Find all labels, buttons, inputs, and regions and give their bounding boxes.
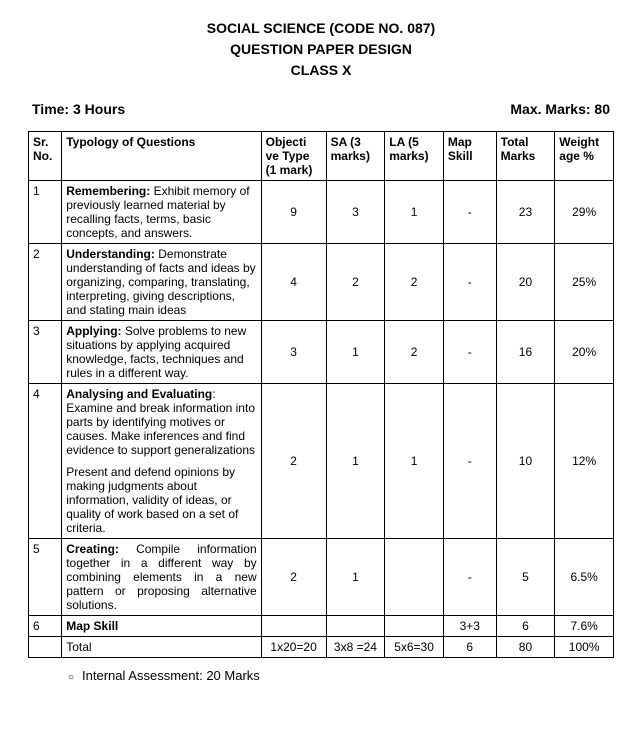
cell-tot: 80 (496, 637, 555, 658)
header-total: Total Marks (496, 132, 555, 181)
cell-la: 5x6=30 (385, 637, 444, 658)
cell-wt: 100% (555, 637, 614, 658)
cell-la (385, 539, 444, 616)
title-line-1: SOCIAL SCIENCE (CODE NO. 087) (28, 18, 614, 39)
cell-wt: 7.6% (555, 616, 614, 637)
cell-map: - (443, 244, 496, 321)
typology-bold: Remembering: (66, 184, 150, 198)
cell-sa (326, 616, 385, 637)
cell-sa: 3x8 =24 (326, 637, 385, 658)
footer-line: ○ Internal Assessment: 20 Marks (68, 668, 614, 683)
cell-sa: 1 (326, 321, 385, 384)
title-block: SOCIAL SCIENCE (CODE NO. 087) QUESTION P… (28, 18, 614, 81)
question-design-table: Sr. No. Typology of Questions Objecti ve… (28, 131, 614, 658)
header-sa: SA (3 marks) (326, 132, 385, 181)
cell-la (385, 616, 444, 637)
cell-la: 2 (385, 321, 444, 384)
cell-wt: 6.5% (555, 539, 614, 616)
cell-tot: 10 (496, 384, 555, 539)
table-header-row: Sr. No. Typology of Questions Objecti ve… (29, 132, 614, 181)
typology-bold: Map Skill (66, 619, 118, 633)
cell-sr: 5 (29, 539, 62, 616)
cell-tot: 6 (496, 616, 555, 637)
header-typology: Typology of Questions (62, 132, 261, 181)
cell-la: 1 (385, 181, 444, 244)
cell-tot: 5 (496, 539, 555, 616)
table-row: 2Understanding: Demonstrate understandin… (29, 244, 614, 321)
footer-text: Internal Assessment: 20 Marks (82, 668, 260, 683)
table-row: 6Map Skill3+367.6% (29, 616, 614, 637)
title-line-3: CLASS X (28, 60, 614, 81)
cell-map: - (443, 181, 496, 244)
cell-wt: 20% (555, 321, 614, 384)
title-line-2: QUESTION PAPER DESIGN (28, 39, 614, 60)
typology-bold: Applying: (66, 324, 121, 338)
time-label: Time: 3 Hours (32, 101, 125, 117)
cell-ot: 2 (261, 384, 326, 539)
cell-la: 1 (385, 384, 444, 539)
typology-text-2: Present and defend opinions by making ju… (66, 465, 256, 535)
cell-total-label: Total (62, 637, 261, 658)
header-la: LA (5 marks) (385, 132, 444, 181)
cell-typology: Map Skill (62, 616, 261, 637)
cell-ot: 3 (261, 321, 326, 384)
cell-sr: 6 (29, 616, 62, 637)
cell-la: 2 (385, 244, 444, 321)
cell-typology: Analysing and Evaluating: Examine and br… (62, 384, 261, 539)
typology-bold: Creating: (66, 542, 119, 556)
cell-ot: 1x20=20 (261, 637, 326, 658)
cell-map: - (443, 384, 496, 539)
cell-tot: 23 (496, 181, 555, 244)
cell-sr: 1 (29, 181, 62, 244)
bullet-icon: ○ (68, 672, 74, 683)
cell-sr: 2 (29, 244, 62, 321)
cell-map: - (443, 321, 496, 384)
header-weightage: Weight age % (555, 132, 614, 181)
max-marks-label: Max. Marks: 80 (510, 101, 610, 117)
cell-ot: 9 (261, 181, 326, 244)
cell-map: 3+3 (443, 616, 496, 637)
cell-tot: 16 (496, 321, 555, 384)
header-sr: Sr. No. (29, 132, 62, 181)
cell-ot: 4 (261, 244, 326, 321)
typology-bold: Analysing and Evaluating (66, 387, 212, 401)
cell-map: 6 (443, 637, 496, 658)
cell-sr: 3 (29, 321, 62, 384)
meta-row: Time: 3 Hours Max. Marks: 80 (32, 101, 610, 117)
cell-ot: 2 (261, 539, 326, 616)
cell-sa: 1 (326, 539, 385, 616)
cell-sr: 4 (29, 384, 62, 539)
cell-map: - (443, 539, 496, 616)
typology-bold: Understanding: (66, 247, 155, 261)
cell-typology: Understanding: Demonstrate understanding… (62, 244, 261, 321)
cell-sr (29, 637, 62, 658)
cell-sa: 1 (326, 384, 385, 539)
cell-wt: 12% (555, 384, 614, 539)
table-row: 5Creating: Compile information together … (29, 539, 614, 616)
cell-typology: Applying: Solve problems to new situatio… (62, 321, 261, 384)
table-row: 3Applying: Solve problems to new situati… (29, 321, 614, 384)
cell-sa: 2 (326, 244, 385, 321)
table-row: 4Analysing and Evaluating: Examine and b… (29, 384, 614, 539)
cell-typology: Remembering: Exhibit memory of previousl… (62, 181, 261, 244)
table-total-row: Total1x20=203x8 =245x6=30680100% (29, 637, 614, 658)
cell-ot (261, 616, 326, 637)
cell-wt: 29% (555, 181, 614, 244)
cell-tot: 20 (496, 244, 555, 321)
table-row: 1Remembering: Exhibit memory of previous… (29, 181, 614, 244)
cell-wt: 25% (555, 244, 614, 321)
cell-typology: Creating: Compile information together i… (62, 539, 261, 616)
header-objective: Objecti ve Type (1 mark) (261, 132, 326, 181)
header-map: Map Skill (443, 132, 496, 181)
cell-sa: 3 (326, 181, 385, 244)
